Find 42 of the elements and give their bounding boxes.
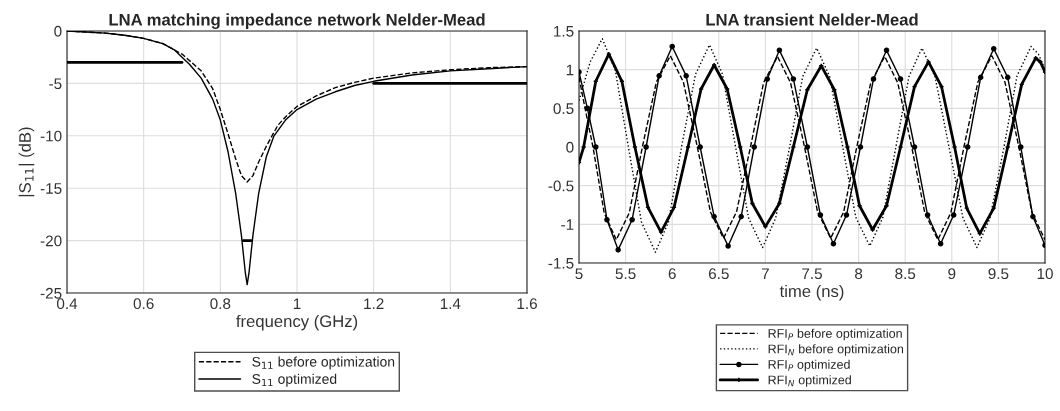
y-tick-label: -15: [40, 183, 62, 194]
x-tick-label: 1.4: [440, 298, 461, 309]
x-tick-label: 7.5: [802, 268, 822, 280]
y-tick-label: -25: [40, 287, 62, 299]
x-tick-label: 5: [575, 268, 583, 280]
x-tick-label: 10: [1037, 268, 1053, 280]
x-tick-label: 6.5: [708, 268, 729, 280]
x-tick-label: 1.2: [364, 298, 384, 309]
y-tick-label: 1: [566, 64, 574, 76]
x-axis-title: time (ns): [779, 284, 844, 301]
x-tick-label: 1.6: [517, 298, 537, 310]
x-tick-label: 7: [761, 268, 769, 279]
legend-label: RFI$_{P}$ optimized: [768, 359, 850, 372]
y-tick-label: -1: [561, 219, 574, 230]
x-tick-label: 9: [948, 268, 956, 280]
x-tick-label: 1: [293, 298, 301, 309]
y-tick-label: -0.5: [548, 180, 574, 192]
legend-label: S$_{11}$ optimized: [252, 373, 337, 387]
x-tick-label: 8: [855, 268, 863, 280]
y-tick-label: -20: [40, 235, 62, 247]
chart-title: LNA matching impedance network Nelder-Mead: [109, 13, 485, 29]
y-tick-label: 0: [54, 25, 62, 37]
y-tick-label: 1.5: [554, 26, 574, 37]
legend-label: RFI$_{N}$ before optimization: [768, 344, 904, 356]
chart-title: LNA transient Nelder-Mead: [706, 13, 918, 26]
y-tick-label: -5: [49, 78, 62, 90]
y-tick-label: -1.5: [548, 258, 574, 269]
x-tick-label: 0.4: [56, 298, 78, 310]
y-axis-title: |S$_{11}$| (dB): [18, 127, 35, 197]
x-tick-label: 5.5: [615, 268, 636, 280]
x-tick-label: 0.8: [210, 298, 231, 310]
x-axis-title: frequency (GHz): [236, 314, 358, 331]
y-tick-label: 0.5: [553, 103, 574, 115]
x-tick-label: 9.5: [988, 268, 1009, 280]
legend-label: RFI$_{P}$ before optimization: [768, 328, 902, 341]
x-tick-label: 0.6: [133, 298, 154, 310]
x-tick-label: 6: [668, 268, 676, 280]
legend-label: RFI$_{N}$ optimized: [768, 375, 851, 387]
y-tick-label: 0: [566, 141, 574, 153]
y-tick-label: -10: [40, 130, 62, 142]
x-tick-label: 8.5: [895, 268, 916, 280]
legend-label: S$_{11}$ before optimization: [252, 356, 395, 370]
